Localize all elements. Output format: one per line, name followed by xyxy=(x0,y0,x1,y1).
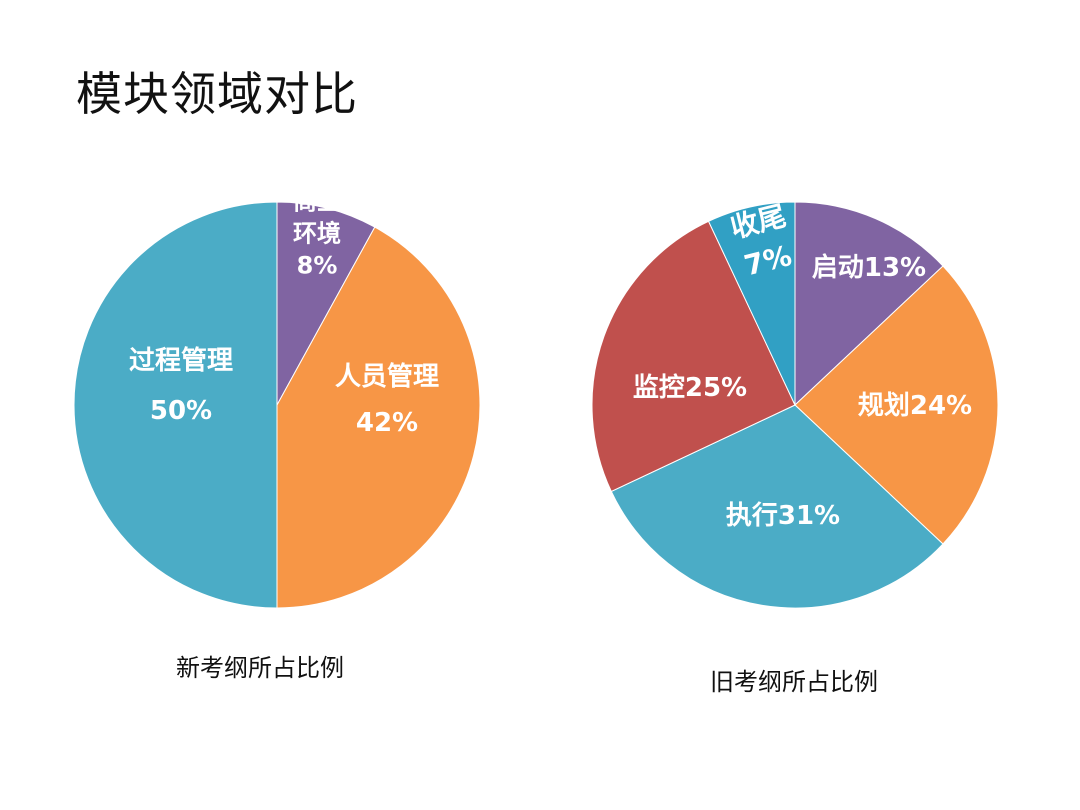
slice-label-line: 50% xyxy=(150,396,212,426)
slice-label-line: 监控25% xyxy=(633,373,747,403)
pie-new: 商业环境 8% 人员管理 42% 过程管理 50% xyxy=(73,187,481,609)
slice-label-line: 启动13% xyxy=(812,252,926,283)
slice-label-old-0: 启动13% xyxy=(812,252,926,283)
slice-label-line: 过程管理 xyxy=(129,346,233,376)
pie-slice-new-0 xyxy=(276,201,376,406)
slice-label-old-3: 监控25% xyxy=(633,373,747,403)
pie-slice-old-2 xyxy=(610,404,944,609)
slice-label-new-2: 过程管理 50% xyxy=(129,346,233,426)
slice-label-line: 42% xyxy=(356,408,418,438)
slice-label-line: 8% xyxy=(297,251,338,279)
slice-label-line: 规划24% xyxy=(858,391,972,421)
pie-slice-old-3 xyxy=(591,220,796,493)
pie-slice-old-1 xyxy=(794,265,999,545)
slice-label-line: 商业 xyxy=(293,187,341,215)
slide-title: 模块领域对比 xyxy=(76,67,358,121)
pie-slice-new-2 xyxy=(73,201,278,609)
slice-label-new-0: 商业环境 8% xyxy=(293,187,341,279)
pie-slice-old-0 xyxy=(794,201,944,407)
pie-slice-old-4 xyxy=(707,201,796,406)
old-outline-caption: 旧考纲所占比例 xyxy=(710,668,878,696)
slice-label-line: 环境 xyxy=(293,219,341,247)
slice-label-new-1: 人员管理 42% xyxy=(335,362,439,438)
slice-label-old-2: 执行31% xyxy=(726,500,840,531)
pie-old: 启动13%规划24%执行31%监控25%收尾7% xyxy=(591,199,999,609)
pie-slice-new-1 xyxy=(276,226,481,609)
slice-label-old-1: 规划24% xyxy=(858,391,972,421)
slice-label-line: 执行31% xyxy=(726,500,840,531)
slice-label-line: 人员管理 xyxy=(335,362,439,392)
new-outline-caption: 新考纲所占比例 xyxy=(176,654,344,682)
